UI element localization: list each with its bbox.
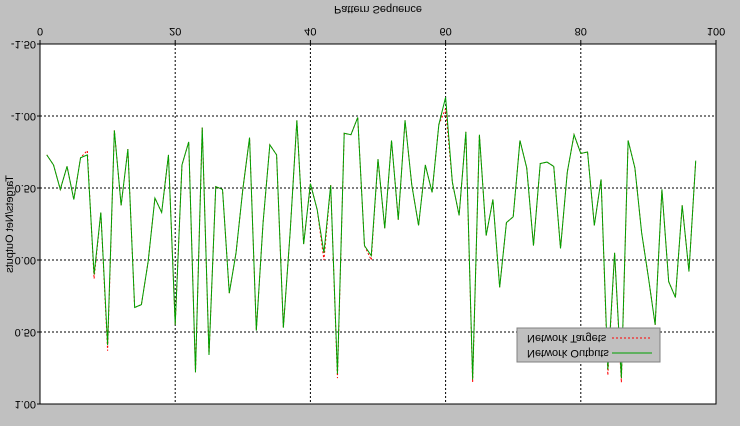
- y-tick-label: -0.50: [11, 182, 36, 194]
- x-tick-label: 40: [304, 25, 316, 37]
- x-tick-label: 20: [169, 25, 181, 37]
- y-tick-label: 0.00: [15, 254, 36, 266]
- y-axis-label: Targets/Net Outputs: [4, 175, 16, 273]
- y-tick-label: 1.00: [15, 398, 36, 410]
- x-tick-label: 0: [37, 25, 43, 37]
- y-tick-label: -1.50: [11, 38, 36, 50]
- y-tick-label: -1.00: [11, 110, 36, 122]
- chart-title: Pattern Sequence: [334, 3, 422, 15]
- legend-label: Network Targets: [527, 332, 607, 344]
- x-tick-label: 60: [439, 25, 451, 37]
- x-tick-label: 80: [575, 25, 587, 37]
- series-line: [46, 97, 697, 380]
- legend-box: [516, 327, 661, 363]
- x-tick-label: 100: [707, 25, 725, 37]
- y-tick-label: 0.50: [15, 326, 36, 338]
- legend-label: Network Outputs: [527, 347, 609, 359]
